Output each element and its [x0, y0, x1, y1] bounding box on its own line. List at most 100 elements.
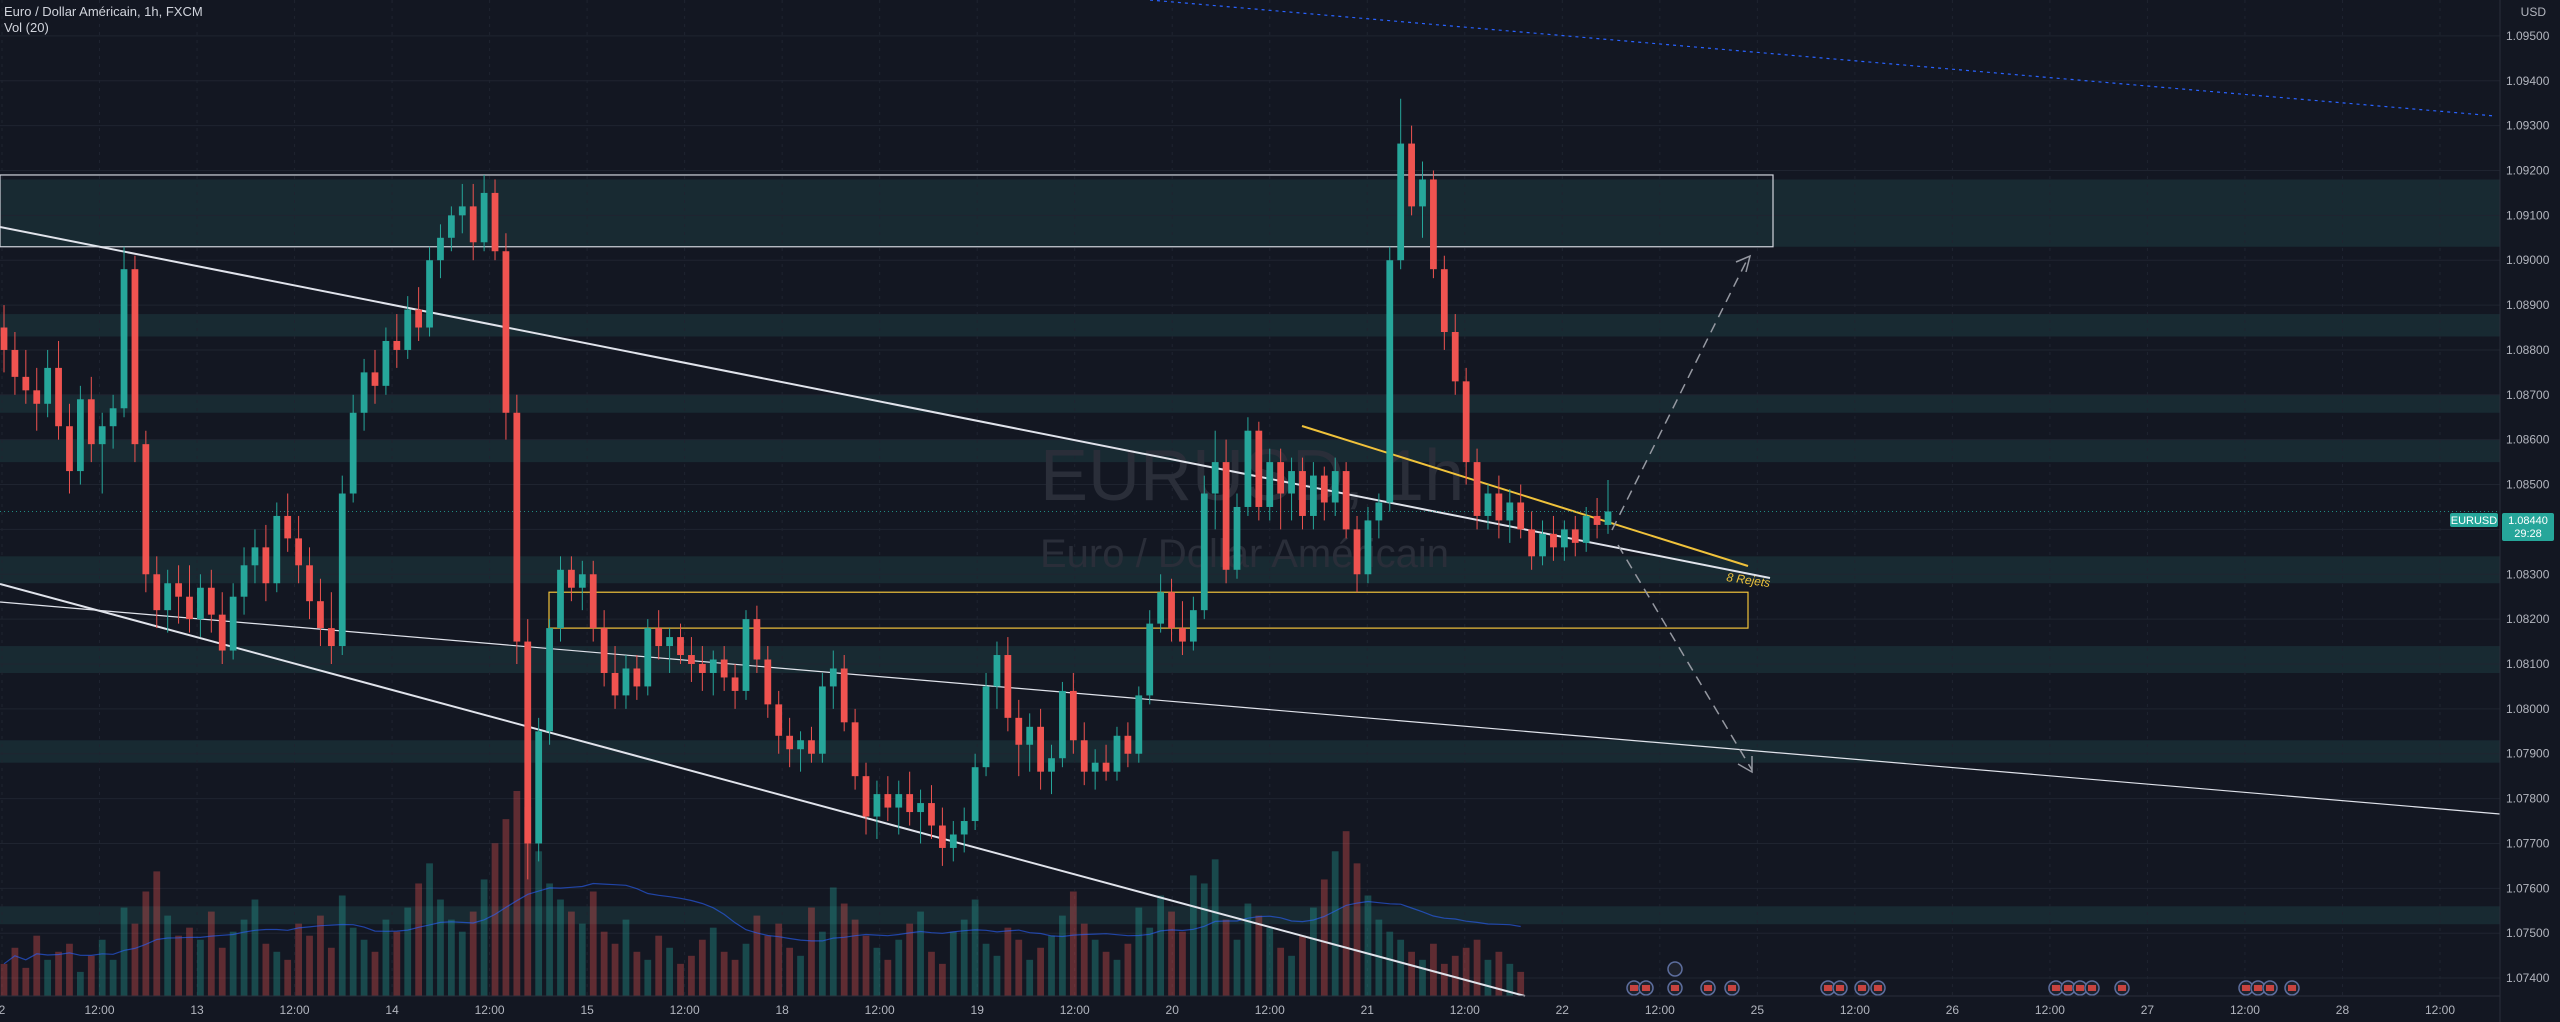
- last-price-tag[interactable]: EURUSD 1.08440 29:28: [2450, 513, 2554, 541]
- price-ticks: 1.09500 1.09400 1.09300 1.09200 1.09100 1.090…: [2506, 29, 2550, 985]
- zone-band: [0, 556, 2500, 584]
- volume-bar: [1244, 903, 1252, 996]
- candle-body: [240, 565, 248, 597]
- volume-bar: [513, 791, 521, 996]
- price-tick: 1.08700: [2506, 388, 2550, 402]
- volume-bar: [829, 887, 837, 996]
- symbol-title[interactable]: Euro / Dollar Américain, 1h, FXCM: [4, 4, 203, 19]
- volume-bar: [360, 939, 368, 996]
- candle-body: [644, 628, 652, 687]
- candle-body: [535, 731, 543, 844]
- candle-body: [742, 619, 750, 691]
- candle-body: [1397, 143, 1405, 261]
- candle-body: [1299, 471, 1306, 516]
- time-tick: 27: [2141, 1003, 2155, 1017]
- volume-bar: [44, 959, 52, 996]
- volume-bar: [960, 919, 968, 996]
- volume-bar: [55, 951, 62, 996]
- candle-body: [469, 206, 477, 243]
- candle-body: [960, 821, 968, 835]
- volume-bar: [993, 955, 1001, 996]
- price-tick: 1.09100: [2506, 208, 2550, 222]
- candle-body: [688, 655, 695, 664]
- horizontal-zones: [0, 179, 2500, 925]
- flag-icon: [1836, 985, 1844, 991]
- candle-body: [131, 269, 139, 445]
- volume-bar: [1211, 859, 1219, 996]
- candle-body: [502, 251, 510, 413]
- price-tick: 1.08000: [2506, 702, 2550, 716]
- candle-body: [66, 426, 73, 472]
- time-tick: 12:00: [2230, 1003, 2260, 1017]
- candle-body: [982, 686, 990, 768]
- time-axis[interactable]: 2 12:00 13 12:00 14 12:00 15 12:00 18 12:00 19 12:0…: [0, 995, 2500, 1017]
- volume-indicator-label[interactable]: Vol (20): [4, 20, 49, 35]
- volume-bar: [1048, 935, 1055, 996]
- candle-body: [829, 668, 837, 687]
- volume-bar: [1386, 931, 1394, 996]
- candle-body: [840, 668, 848, 723]
- time-tick: 18: [775, 1003, 789, 1017]
- volume-bar: [197, 939, 204, 996]
- volume-bar: [1364, 895, 1372, 996]
- candle-body: [764, 659, 772, 705]
- candle-body: [262, 547, 270, 584]
- volume-bar: [1320, 879, 1328, 996]
- volume-bar: [797, 955, 804, 996]
- volume-bar: [33, 935, 41, 996]
- candle-body: [109, 408, 117, 427]
- volume-bar: [578, 923, 586, 996]
- candle-body: [175, 583, 182, 597]
- trendlines[interactable]: [0, 0, 2501, 997]
- time-tick: 14: [385, 1003, 399, 1017]
- volume-bar: [688, 955, 695, 996]
- candle-body: [1222, 462, 1230, 570]
- time-tick: 15: [580, 1003, 594, 1017]
- watermark-name: Euro / Dollar Américain: [1040, 532, 1449, 576]
- volume-bar: [1342, 831, 1350, 996]
- resistance-box: [0, 174, 1774, 248]
- projection-arrows[interactable]: [1611, 254, 1753, 774]
- candle-body: [458, 206, 466, 216]
- candle-body: [1506, 502, 1514, 521]
- candle-body: [1408, 143, 1415, 207]
- candle-body: [1004, 655, 1012, 718]
- candle-body: [873, 794, 881, 817]
- zone-band: [0, 394, 2500, 413]
- candle-body: [1430, 179, 1437, 270]
- candle-body: [1310, 475, 1317, 516]
- candle-body: [1255, 430, 1263, 507]
- volume-bar: [611, 943, 619, 996]
- candle-body: [546, 628, 553, 732]
- volume-bar: [98, 939, 106, 996]
- candle-body: [1277, 462, 1285, 494]
- volume-bar: [338, 895, 346, 996]
- rejets-annotation[interactable]: 8 Rejets: [1726, 570, 1772, 590]
- candle-body: [895, 794, 903, 808]
- flag-icon: [2064, 985, 2072, 991]
- candle-body: [1102, 762, 1110, 772]
- candle-body: [33, 390, 41, 404]
- price-tick: 1.07400: [2506, 971, 2550, 985]
- price-axis[interactable]: USD 1.095001.094001.093001.092001.091001…: [2450, 0, 2560, 1022]
- candle-body: [393, 340, 401, 350]
- candle-body: [1015, 717, 1023, 745]
- volume-bar: [622, 919, 630, 996]
- volume-bar: [1430, 943, 1437, 996]
- candle-body: [1528, 529, 1536, 557]
- time-tick: 12:00: [865, 1003, 895, 1017]
- candle-body: [1048, 758, 1055, 772]
- volume-bar: [971, 899, 979, 996]
- candle-body: [557, 569, 564, 629]
- candle-body: [709, 659, 717, 673]
- volume-bar: [535, 851, 543, 996]
- volume-bar: [1179, 931, 1186, 996]
- event-markers[interactable]: [1626, 961, 2300, 996]
- candle-body: [1200, 493, 1208, 611]
- candle-body: [284, 515, 292, 539]
- candle-body: [415, 309, 423, 328]
- candle-body: [164, 583, 172, 611]
- candle-body: [1386, 260, 1394, 503]
- volume-bar: [1440, 963, 1448, 996]
